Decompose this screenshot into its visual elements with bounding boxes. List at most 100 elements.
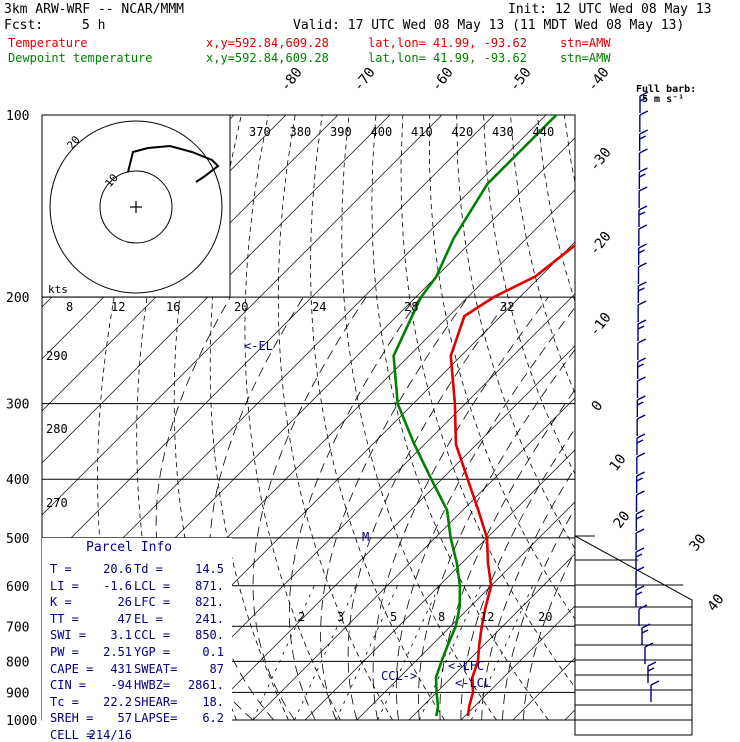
theta-label: 400 [371, 125, 393, 139]
wind-barb-flag [637, 434, 645, 438]
wind-barb-flag [639, 263, 647, 267]
isotherm-line [409, 115, 740, 720]
parcel-info-value: 20.6 [103, 562, 132, 576]
moist-adiabat-line [373, 297, 548, 720]
parcel-info-title: Parcel Info [86, 540, 172, 555]
lfc-annotation: <-LFC [448, 659, 484, 673]
legend-temperature-latlon: lat,lon= 41.99, -93.62 [368, 36, 527, 50]
parcel-info-key: Td = [134, 562, 163, 576]
wind-barb-flag [638, 339, 646, 343]
wind-barb-flag [638, 320, 646, 324]
thetae-label: 20 [234, 300, 248, 314]
parcel-info-value: 850. [195, 628, 224, 642]
wind-barb-flag [636, 554, 642, 557]
parcel-info-key: YGP = [134, 645, 170, 659]
parcel-info-key: SWEAT= [134, 662, 177, 676]
dry-adiabat-line [429, 115, 652, 720]
parcel-info-value: 14.5 [195, 562, 224, 576]
wind-barb-flag [639, 244, 647, 248]
wind-barb-flag [640, 130, 648, 134]
parcel-info-value: -1.6 [103, 579, 132, 593]
parcel-info-key: LCL = [134, 579, 170, 593]
dry-adiabat-line [511, 115, 740, 720]
theta-label: 410 [411, 125, 433, 139]
moist-adiabat-line [289, 297, 420, 720]
isotherm-line [565, 115, 740, 720]
theta-label: 430 [492, 125, 514, 139]
dry-adiabat-line [699, 115, 740, 720]
isotherm-label: -40 [585, 65, 613, 95]
legend-dewpoint-xy: x,y=592.84,609.28 [206, 51, 329, 65]
parcel-info-key: EL = [134, 612, 163, 626]
hodograph-units: kts [48, 283, 68, 296]
parcel-info-key: T = [50, 562, 72, 576]
wind-barb-flag [640, 149, 648, 153]
isotherm-line [513, 115, 740, 720]
mixing-ratio-line [378, 586, 439, 720]
theta-low-label: 290 [46, 349, 68, 363]
theta-low-label: 270 [46, 496, 68, 510]
isotherm-label: -50 [507, 65, 535, 95]
pressure-tick-label: 200 [6, 291, 29, 306]
wind-barb-flag [639, 212, 645, 215]
legend-dewpoint-latlon: lat,lon= 41.99, -93.62 [368, 51, 527, 65]
isotherm-label: -60 [429, 65, 457, 95]
parcel-info-value: 0.1 [202, 645, 224, 659]
theta-label: 440 [533, 125, 555, 139]
wind-barb-flag [639, 225, 647, 229]
parcel-info-value: 2861. [188, 678, 224, 692]
mixing-ratio-line [471, 586, 532, 720]
dry-adiabat-line [245, 115, 341, 720]
isotherm-label: 30 [687, 531, 710, 554]
isotherm-label: -70 [351, 65, 379, 95]
header-init: Init: 12 UTC Wed 08 May 13 [508, 2, 712, 17]
dry-adiabat-line [591, 115, 740, 720]
parcel-info-key: K = [50, 595, 72, 609]
parcel-info-value: 3.1 [110, 628, 132, 642]
pressure-tick-label: 800 [6, 655, 29, 670]
mixing-ratio-label: 3 [337, 610, 344, 624]
wind-barb-flag [651, 681, 659, 685]
wind-barb-flag [640, 136, 646, 139]
pressure-tick-label: 100 [6, 109, 29, 124]
parcel-info-value: -94 [110, 678, 132, 692]
pressure-tick-label: 900 [6, 686, 29, 701]
pressure-tick-label: 700 [6, 620, 29, 635]
dry-adiabat-line [564, 115, 740, 720]
parcel-info-value: 871. [195, 579, 224, 593]
isotherm-line [305, 115, 740, 720]
parcel-info-key: LI = [50, 579, 79, 593]
pressure-tick-label: 500 [6, 532, 29, 547]
lcl-annotation: <-LCL [455, 676, 491, 690]
isotherm-line [201, 115, 740, 720]
moist-adiabat-line [523, 297, 740, 720]
isotherm-label: -10 [587, 310, 615, 340]
header-fcst-value: 5 h [82, 18, 105, 33]
wind-barbs [636, 92, 659, 702]
wind-barb-flag [636, 516, 642, 519]
parcel-info-key: TT = [50, 612, 79, 626]
pressure-tick-label: 300 [6, 398, 29, 413]
wind-barb-flag [639, 206, 647, 210]
parcel-info-value: 18. [202, 695, 224, 709]
legend-dewpoint-stn: stn=AMW [560, 51, 611, 65]
moist-adiabat-line [253, 297, 366, 720]
isotherm-line [617, 115, 740, 720]
wind-barb-flag [639, 250, 645, 253]
mixing-ratio-line [253, 586, 314, 720]
dry-adiabat-line [618, 115, 740, 720]
parcel-info-key: CIN = [50, 678, 86, 692]
isotherm-label: 10 [607, 451, 630, 474]
wind-barb-flag [636, 592, 642, 595]
dry-adiabat-line [372, 115, 549, 720]
isotherm-label: 40 [705, 591, 728, 614]
wind-barb-flag [637, 478, 643, 481]
m-annotation: M [362, 530, 369, 544]
isotherm-label: 0 [589, 398, 607, 414]
theta-low-label: 280 [46, 422, 68, 436]
parcel-info-value: 87 [210, 662, 224, 676]
thetae-label: 8 [66, 300, 73, 314]
isotherm-label: -80 [278, 65, 306, 95]
header-model: 3km ARW-WRF -- NCAR/MMM [4, 2, 184, 17]
